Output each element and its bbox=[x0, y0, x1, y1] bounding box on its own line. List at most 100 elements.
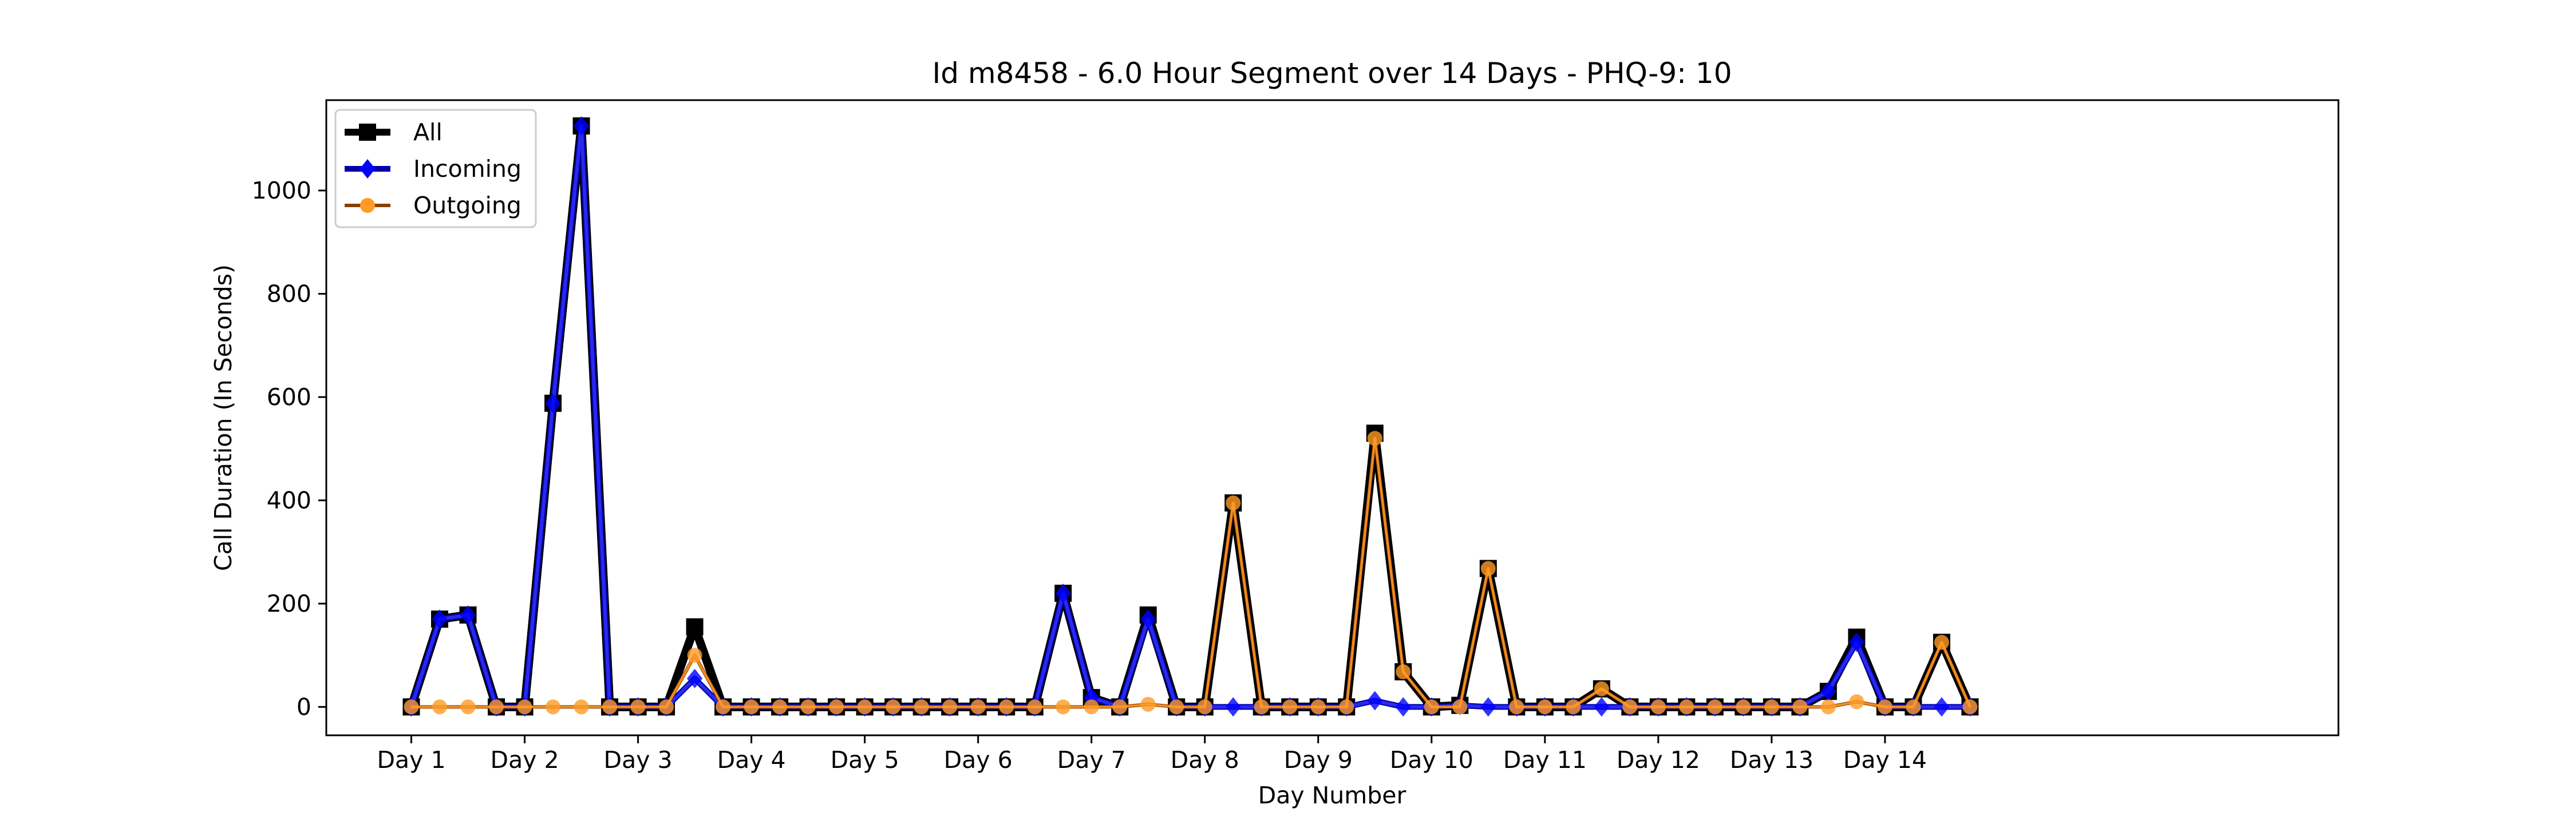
legend-label: Incoming bbox=[413, 155, 521, 183]
data-point bbox=[1764, 699, 1779, 715]
data-point bbox=[1140, 609, 1156, 629]
data-point bbox=[1169, 699, 1184, 715]
x-axis-label: Day Number bbox=[1258, 782, 1406, 809]
legend-label: Outgoing bbox=[413, 192, 521, 219]
data-point bbox=[1226, 495, 1241, 510]
data-point bbox=[489, 699, 504, 715]
data-point bbox=[1084, 699, 1099, 715]
data-point bbox=[1792, 699, 1808, 715]
data-point bbox=[1027, 699, 1042, 715]
plot-area bbox=[325, 99, 2340, 736]
data-point bbox=[460, 605, 476, 625]
x-tick-label: Day 7 bbox=[1057, 746, 1126, 774]
data-point bbox=[460, 699, 476, 715]
data-point bbox=[1594, 681, 1609, 696]
x-tick-label: Day 6 bbox=[944, 746, 1013, 774]
x-tick-label: Day 4 bbox=[717, 746, 786, 774]
data-point bbox=[1452, 699, 1468, 715]
data-point bbox=[1848, 632, 1864, 652]
y-tick-label: 1000 bbox=[252, 177, 311, 204]
data-point bbox=[1197, 699, 1212, 715]
data-point bbox=[1367, 691, 1383, 711]
data-point bbox=[1056, 699, 1071, 715]
data-point bbox=[1537, 699, 1552, 715]
y-tick-label: 200 bbox=[267, 590, 311, 617]
y-tick-label: 800 bbox=[267, 280, 311, 307]
data-point bbox=[1820, 682, 1836, 702]
data-point bbox=[1622, 699, 1638, 715]
data-point bbox=[1480, 561, 1496, 576]
data-point bbox=[1820, 699, 1836, 715]
legend-item: All bbox=[345, 118, 442, 146]
data-point bbox=[1594, 697, 1610, 717]
data-point bbox=[857, 699, 872, 715]
data-point bbox=[1140, 696, 1156, 712]
data-point bbox=[1395, 697, 1411, 717]
legend-item: Outgoing bbox=[345, 192, 521, 219]
data-point bbox=[1849, 694, 1864, 710]
data-point bbox=[1509, 699, 1524, 715]
legend-frame bbox=[334, 109, 537, 228]
data-point bbox=[999, 699, 1014, 715]
data-point bbox=[546, 699, 561, 715]
data-point bbox=[1396, 664, 1411, 679]
data-point bbox=[432, 609, 448, 629]
data-point bbox=[574, 699, 589, 715]
legend-label: All bbox=[413, 118, 442, 146]
x-tick-label: Day 2 bbox=[491, 746, 559, 774]
legend-swatch-marker bbox=[360, 198, 375, 213]
data-point bbox=[1480, 697, 1496, 717]
data-point bbox=[602, 699, 618, 715]
data-point bbox=[630, 699, 646, 715]
data-point bbox=[886, 699, 901, 715]
data-point bbox=[829, 699, 844, 715]
data-point bbox=[573, 116, 590, 136]
series-outgoing bbox=[404, 431, 1978, 715]
data-point bbox=[1225, 697, 1241, 717]
y-tick-label: 0 bbox=[297, 693, 311, 720]
data-point bbox=[517, 699, 532, 715]
data-point bbox=[914, 699, 929, 715]
data-point bbox=[716, 699, 731, 715]
data-point bbox=[1934, 635, 1949, 650]
data-point bbox=[800, 699, 816, 715]
data-point bbox=[1736, 699, 1751, 715]
data-point bbox=[1906, 699, 1921, 715]
x-tick-label: Day 3 bbox=[604, 746, 673, 774]
data-point bbox=[686, 618, 704, 636]
x-tick-label: Day 14 bbox=[1843, 746, 1927, 774]
y-tick-label: 600 bbox=[267, 383, 311, 411]
data-point bbox=[659, 699, 674, 715]
data-point bbox=[545, 393, 561, 413]
y-tick-label: 400 bbox=[267, 486, 311, 514]
data-point bbox=[970, 699, 986, 715]
data-point bbox=[1877, 699, 1893, 715]
data-point bbox=[1679, 699, 1694, 715]
data-point bbox=[772, 699, 788, 715]
x-tick-label: Day 11 bbox=[1503, 746, 1587, 774]
x-tick-label: Day 5 bbox=[831, 746, 899, 774]
data-point bbox=[686, 668, 703, 688]
data-point bbox=[1707, 699, 1722, 715]
y-axis-label: Call Duration (In Seconds) bbox=[210, 264, 237, 571]
data-point bbox=[1282, 699, 1298, 715]
data-point bbox=[1934, 697, 1950, 717]
data-point bbox=[1339, 699, 1354, 715]
series-layer bbox=[402, 116, 1979, 717]
x-tick-label: Day 8 bbox=[1171, 746, 1239, 774]
data-point bbox=[942, 699, 958, 715]
data-point bbox=[1367, 431, 1382, 446]
data-point bbox=[1566, 699, 1581, 715]
data-point bbox=[1254, 699, 1269, 715]
x-tick-label: Day 13 bbox=[1730, 746, 1814, 774]
data-point bbox=[1424, 699, 1439, 715]
legend: All Incoming Outgoing bbox=[334, 109, 537, 228]
data-point bbox=[1650, 699, 1666, 715]
data-point bbox=[1310, 699, 1326, 715]
x-tick-label: Day 9 bbox=[1284, 746, 1353, 774]
legend-swatch-marker bbox=[359, 124, 376, 141]
data-point bbox=[432, 699, 448, 715]
data-point bbox=[1112, 699, 1128, 715]
data-point bbox=[1962, 699, 1978, 715]
